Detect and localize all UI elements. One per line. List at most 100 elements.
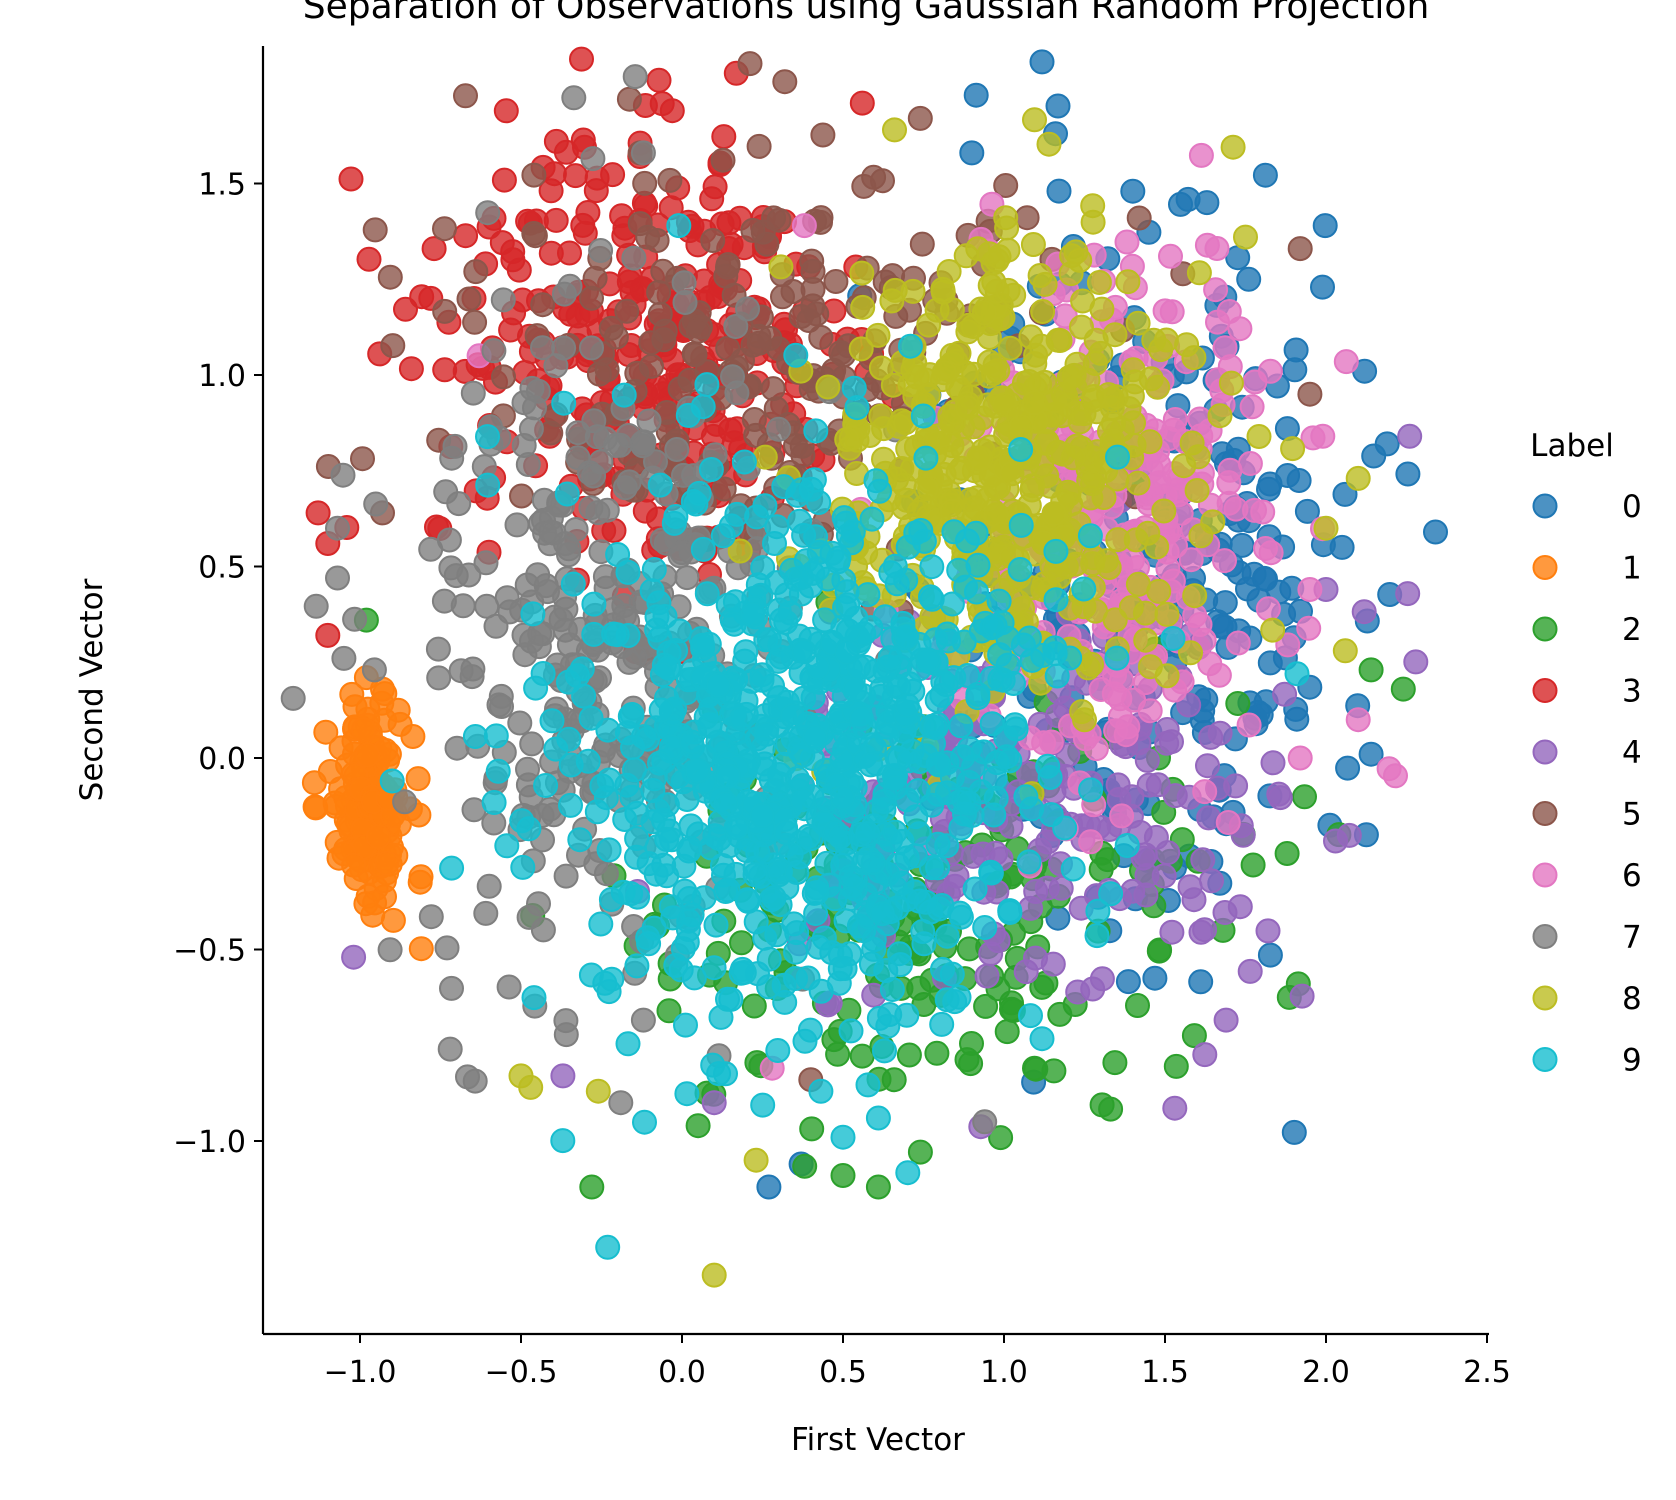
legend-marker — [1532, 616, 1558, 642]
point-label-8 — [1064, 351, 1090, 377]
point-label-3 — [646, 67, 672, 93]
point-label-9 — [997, 900, 1023, 925]
point-label-6 — [1078, 829, 1104, 855]
point-label-5 — [909, 231, 935, 257]
point-label-5 — [453, 83, 478, 109]
point-label-2 — [799, 1116, 825, 1142]
point-label-4 — [974, 963, 1000, 989]
point-label-7 — [612, 475, 638, 501]
point-label-7 — [580, 146, 606, 172]
point-label-8 — [897, 372, 923, 398]
point-label-5 — [432, 298, 458, 324]
point-label-3 — [432, 357, 458, 383]
legend-title: Label — [1530, 428, 1614, 464]
point-label-0 — [1310, 274, 1335, 300]
point-label-2 — [956, 936, 982, 962]
legend-items: 0 1 2 3 4 5 6 7 8 9 — [1532, 489, 1642, 1079]
point-label-8 — [986, 244, 1012, 270]
point-label-3 — [543, 128, 569, 154]
point-label-9 — [632, 1109, 657, 1135]
point-label-8 — [1154, 663, 1180, 689]
legend-item-3: 3 — [1532, 674, 1642, 710]
point-label-4 — [1199, 868, 1224, 894]
point-label-6 — [1257, 358, 1283, 384]
point-label-0 — [1194, 190, 1220, 216]
point-label-7 — [439, 975, 464, 1001]
point-label-9 — [698, 696, 724, 722]
point-label-8 — [1280, 436, 1306, 462]
point-label-5 — [521, 162, 547, 188]
point-label-1 — [407, 869, 433, 895]
point-label-8 — [752, 444, 778, 470]
point-label-0 — [1294, 498, 1320, 524]
point-label-9 — [672, 878, 698, 904]
point-label-7 — [331, 645, 357, 671]
point-label-8 — [1020, 232, 1046, 257]
point-label-9 — [481, 790, 507, 815]
point-label-8 — [1042, 388, 1067, 414]
point-label-3 — [500, 247, 526, 273]
point-label-6 — [1178, 547, 1204, 573]
x-tick-label: 2.0 — [1302, 1355, 1350, 1390]
point-label-7 — [594, 497, 620, 523]
point-label-8 — [882, 277, 908, 303]
point-label-9 — [1008, 437, 1034, 462]
point-label-9 — [830, 1124, 856, 1150]
point-label-7 — [530, 335, 555, 361]
point-label-8 — [1133, 600, 1158, 626]
point-label-8 — [1313, 515, 1339, 541]
point-label-2 — [988, 1125, 1014, 1151]
point-label-5 — [614, 298, 640, 324]
point-label-6 — [1114, 229, 1140, 255]
point-label-8 — [1072, 707, 1097, 733]
point-label-5 — [746, 330, 772, 356]
point-label-7 — [361, 657, 387, 683]
point-label-9 — [865, 1105, 891, 1131]
point-label-9 — [690, 632, 716, 658]
point-label-2 — [1125, 993, 1150, 1018]
point-label-9 — [675, 917, 701, 942]
point-label-5 — [772, 69, 798, 95]
point-label-4 — [1272, 681, 1298, 707]
point-label-8 — [1022, 107, 1047, 133]
point-label-7 — [674, 565, 700, 591]
point-label-8 — [1125, 470, 1151, 496]
chart-title: Separation of Observations using Gaussia… — [303, 0, 1430, 27]
point-label-9 — [894, 692, 920, 718]
point-label-5 — [907, 105, 933, 131]
point-label-9 — [663, 504, 689, 529]
point-label-9 — [581, 591, 607, 617]
point-label-9 — [740, 602, 766, 627]
point-label-9 — [913, 445, 939, 471]
point-label-9 — [838, 864, 864, 890]
point-label-4 — [1151, 863, 1177, 889]
point-label-9 — [948, 713, 974, 739]
point-label-7 — [608, 1090, 634, 1116]
point-label-6 — [1203, 277, 1229, 303]
point-label-2 — [1147, 937, 1173, 963]
point-label-2 — [830, 1163, 856, 1188]
point-label-9 — [849, 706, 874, 732]
point-label-8 — [1115, 269, 1141, 295]
point-label-4 — [1055, 742, 1081, 768]
point-label-9 — [875, 1013, 901, 1039]
point-label-3 — [491, 167, 517, 193]
legend-marker — [1532, 678, 1558, 703]
point-label-6 — [1255, 596, 1281, 622]
point-label-6 — [1204, 236, 1230, 261]
point-label-9 — [843, 605, 869, 631]
point-label-9 — [706, 672, 732, 698]
point-label-9 — [462, 724, 488, 749]
point-label-8 — [1086, 270, 1112, 295]
point-label-5 — [737, 51, 763, 77]
point-label-7 — [418, 904, 444, 930]
point-label-9 — [918, 855, 944, 881]
point-label-4 — [1289, 983, 1315, 1009]
point-label-3 — [315, 622, 341, 648]
point-label-9 — [539, 708, 565, 734]
point-label-9 — [953, 574, 979, 600]
point-label-9 — [986, 588, 1012, 614]
point-label-7 — [724, 380, 750, 406]
point-label-9 — [750, 555, 776, 581]
point-label-9 — [673, 1012, 698, 1038]
